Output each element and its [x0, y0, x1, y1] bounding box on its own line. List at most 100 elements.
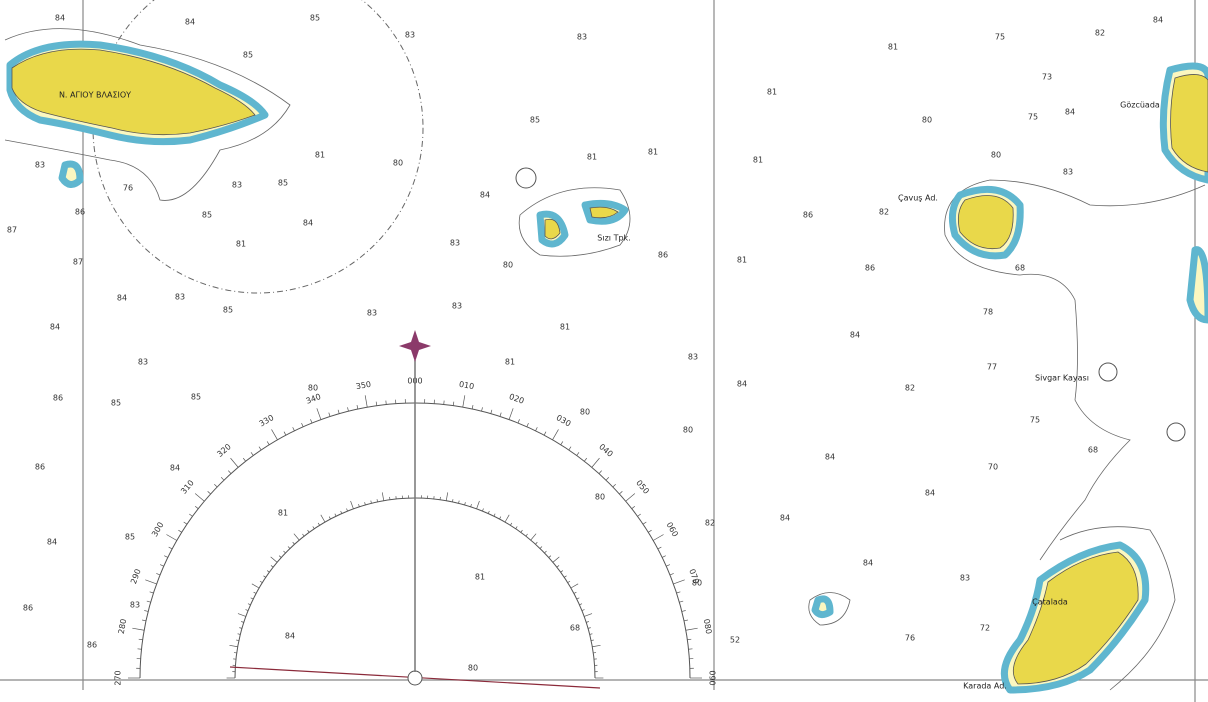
depth-sounding: 81	[505, 358, 515, 367]
compass-tick	[266, 570, 270, 573]
compass-tick	[458, 500, 460, 504]
depth-contour	[4, 28, 291, 201]
compass-tick	[567, 580, 571, 583]
depth-sounding: 76	[123, 184, 133, 193]
compass-tick	[229, 644, 238, 648]
compass-tick	[584, 613, 593, 617]
compass-tick	[168, 546, 173, 550]
depth-sounding: 84	[925, 489, 935, 498]
compass-tick	[247, 603, 251, 606]
compass-tick	[687, 638, 692, 641]
depth-sounding: 81	[737, 256, 747, 265]
compass-tick	[476, 500, 480, 509]
compass-tick	[648, 529, 652, 533]
depth-sounding: 81	[648, 148, 658, 157]
compass-tick	[138, 638, 143, 641]
labels: Ν. ΑΓΙΟΥ ΒΛΑΣΙΟΥ Çavuş Ad. Gözcüada Sivg…	[59, 91, 1160, 691]
compass-label: 010	[458, 380, 475, 392]
compass-tick	[464, 502, 466, 506]
compass-tick	[236, 639, 240, 641]
compass-tick	[266, 441, 270, 445]
depth-sounding: 84	[55, 14, 65, 23]
compass-tick	[237, 633, 241, 635]
compass-tick	[471, 405, 474, 410]
depth-sounding: 85	[530, 116, 540, 125]
compass-tick	[292, 427, 295, 431]
compass-tick	[144, 610, 149, 612]
compass-tick	[166, 534, 178, 541]
compass-tick	[149, 591, 154, 594]
compass-label: 350	[355, 380, 372, 392]
depth-sounding: 80	[503, 261, 513, 270]
compass-tick	[237, 613, 246, 617]
compass-tick	[625, 493, 636, 502]
depth-sounding: 87	[73, 258, 83, 267]
depth-sounding: 72	[980, 624, 990, 633]
depth-sounding: 85	[125, 533, 135, 542]
compass-tick	[364, 395, 368, 408]
compass-tick	[230, 457, 239, 468]
compass-tick	[287, 546, 291, 549]
depth-sounding: 86	[35, 463, 45, 472]
depth-sounding: 77	[987, 363, 997, 372]
compass-tick	[250, 452, 254, 456]
depth-sounding: 82	[705, 519, 715, 528]
compass-tick	[164, 555, 168, 558]
depth-sounding: 75	[1030, 416, 1040, 425]
place-label: Karada Ad.	[963, 682, 1007, 691]
compass-tick	[576, 597, 580, 600]
depth-sounding: 81	[236, 240, 246, 249]
depth-sounding: 80	[580, 408, 590, 417]
compass-tick	[586, 621, 589, 623]
compass-tick	[381, 492, 385, 501]
depth-sounding: 83	[452, 302, 462, 311]
compass-tick	[156, 573, 161, 576]
compass-tick	[570, 583, 579, 589]
place-label: Sızı Tpk.	[597, 234, 630, 243]
depth-sounding: 85	[278, 179, 288, 188]
compass-tick	[481, 407, 483, 412]
depth-sounding: 83	[960, 574, 970, 583]
compass-tick	[142, 619, 147, 622]
depth-sounding: 81	[767, 88, 777, 97]
compass-tick	[271, 429, 278, 441]
compass-tick	[679, 600, 684, 603]
compass-tick	[452, 499, 454, 503]
depth-sounding: 86	[658, 251, 668, 260]
depth-sounding: 84	[47, 538, 57, 547]
compass-tick	[482, 508, 484, 512]
depth-sounding: 85	[310, 14, 320, 23]
compass-tick	[132, 627, 145, 631]
compass-tick	[370, 500, 372, 504]
compass-tick	[584, 457, 588, 462]
compass-tick	[560, 570, 564, 573]
depth-sounding: 84	[480, 191, 490, 200]
compass-tick	[263, 575, 266, 578]
compass-tick	[576, 452, 580, 456]
compass-tick	[358, 504, 360, 507]
depth-sounding: 82	[905, 384, 915, 393]
depth-sounding: 86	[87, 641, 97, 650]
compass-tick	[312, 526, 315, 529]
depth-sounding: 78	[983, 308, 993, 317]
island	[11, 48, 256, 136]
island	[957, 195, 1014, 250]
compass-tick	[462, 395, 466, 408]
compass-tick	[328, 412, 331, 417]
compass-tick	[526, 422, 529, 427]
compass-tick	[189, 513, 193, 517]
compass-tick	[669, 573, 674, 576]
depth-sounding: 86	[865, 264, 875, 273]
depth-sounding: 83	[405, 31, 415, 40]
compass-tick	[619, 491, 623, 495]
depth-sounding: 52	[730, 636, 740, 645]
compass-tick	[590, 639, 594, 641]
depth-sounding: 81	[278, 509, 288, 518]
depth-sounding: 84	[1153, 16, 1163, 25]
depth-contour	[944, 179, 1206, 561]
compass-tick	[681, 610, 686, 612]
compass-tick	[307, 529, 310, 533]
depth-sounding: 73	[1042, 73, 1052, 82]
compass-tick	[346, 508, 348, 512]
compass-tick	[657, 546, 662, 550]
